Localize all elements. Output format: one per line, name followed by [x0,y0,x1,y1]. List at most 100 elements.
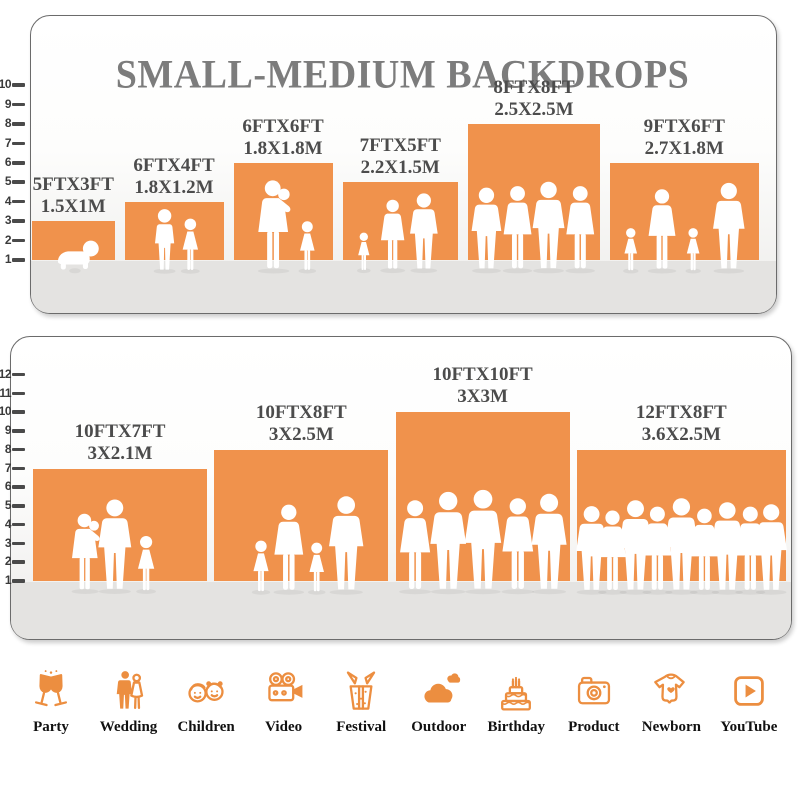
bar-12ftx8ft [576,449,787,595]
tick-mark [12,180,25,184]
size-m-label: 2.5X2.5M [494,99,574,121]
category-newborn: Newborn [634,668,708,736]
tick-mark [12,522,25,527]
bar-6ftx4ft [124,201,224,274]
bar-7ftx5ft [342,182,458,274]
children-icon [188,681,224,703]
bar-label-8ftx8ft: 8FTX8FT 2.5X2.5M [424,77,644,121]
category-label: Children [177,719,235,735]
tick-label: 5 [4,174,12,189]
category-birthday: Birthday [479,668,553,736]
bar-10ftx8ft [214,449,389,595]
festival-icon [347,671,376,710]
people-silhouettes [57,240,99,274]
product-icon [577,676,610,705]
tick-mark [12,391,25,396]
tick-mark [12,410,25,414]
size-ft-label: 12FTX8FT [635,401,727,423]
size-ft-label: 7FTX5FT [359,135,441,157]
category-label: Newborn [641,719,701,735]
bar-10ftx10ft [395,412,570,595]
tick-label: 3 [4,535,12,550]
page-title: SMALL-MEDIUM BACKDROPS [115,53,690,98]
tick-mark [12,560,25,564]
tick-label: 8 [4,116,12,131]
tick-mark [12,219,25,223]
outdoor-icon [424,673,460,703]
people-silhouettes [576,498,787,595]
size-m-label: 3.6X2.5M [641,423,721,445]
tick-mark [12,199,25,204]
tick-label: 4 [4,516,12,531]
size-ft-label: 10FTX8FT [255,401,347,423]
category-label: Video [265,719,303,735]
tick-mark [12,161,25,165]
tick-mark [12,447,25,452]
tick-mark [12,102,25,107]
people-silhouettes [257,180,316,274]
tick-mark [12,579,25,583]
tick-label: 1 [4,573,12,587]
bar-6ftx6ft [233,163,333,274]
size-m-label: 3X2.5M [268,423,334,445]
size-ft-label: 8FTX8FT [493,77,575,99]
tick-mark [12,466,25,471]
bar-label-9ftx6ft: 9FTX6FT 2.7X1.8M [574,116,794,160]
category-outdoor: Outdoor [402,668,476,736]
size-ft-label: 10FTX10FT [432,364,533,386]
size-ft-label: 6FTX4FT [133,154,215,176]
bar-5ftx3ft [32,221,115,274]
size-m-label: 1.8X1.2M [134,176,214,198]
bar-label-5ftx3ft: 5FTX3FT 1.5X1M [0,174,183,218]
category-label: YouTube [720,719,778,735]
category-children: Children [169,668,243,736]
newborn-icon [654,673,686,704]
category-label: Wedding [99,719,158,735]
tick-mark [12,485,25,489]
tick-label: 9 [4,96,12,111]
category-youtube: YouTube [712,668,786,736]
wedding-icon [116,671,143,710]
tick-label: 2 [4,232,12,247]
category-product: Product [557,668,631,736]
size-m-label: 3X3M [457,386,508,408]
tick-label: 2 [4,554,12,569]
tick-mark [12,83,25,87]
bar-8ftx8ft [468,124,600,274]
people-silhouettes [71,499,156,594]
party-icon [34,670,68,707]
tick-mark [12,141,25,146]
category-label: Festival [336,719,387,735]
tick-label: 12 [0,366,12,381]
category-label: Product [568,719,620,735]
tick-label: 8 [4,441,12,456]
tick-label: 1 [4,252,12,266]
category-row: Party Wedding Children [14,668,786,736]
size-ft-label: 9FTX6FT [643,116,725,137]
category-label: Party [33,719,69,735]
people-silhouettes [153,209,200,274]
bar-label-10ftx8ft: 10FTX8FT 3X2.5M [191,402,411,446]
size-m-label: 2.2X1.5M [360,157,440,179]
bar-10ftx7ft [33,468,207,594]
tick-label: 10 [0,404,12,419]
bar-9ftx6ft [610,163,759,274]
size-m-label: 1.8X1.8M [243,138,323,159]
tick-mark [12,372,25,377]
size-m-label: 2.7X1.8M [644,138,724,159]
tick-label: 3 [4,213,12,228]
category-label: Outdoor [411,719,467,735]
bar-label-7ftx5ft: 7FTX5FT 2.2X1.5M [290,135,510,179]
video-icon [267,672,303,702]
tick-mark [12,504,25,508]
bar-label-10ftx10ft: 10FTX10FT 3X3M [373,364,593,408]
size-m-label: 1.5X1M [40,196,106,218]
tick-label: 7 [4,135,12,150]
category-video: Video [247,668,321,736]
tick-label: 11 [0,385,11,400]
tick-label: 9 [4,423,12,437]
tick-label: 7 [4,460,12,475]
people-silhouettes [252,496,364,595]
size-ft-label: 5FTX3FT [32,174,114,196]
